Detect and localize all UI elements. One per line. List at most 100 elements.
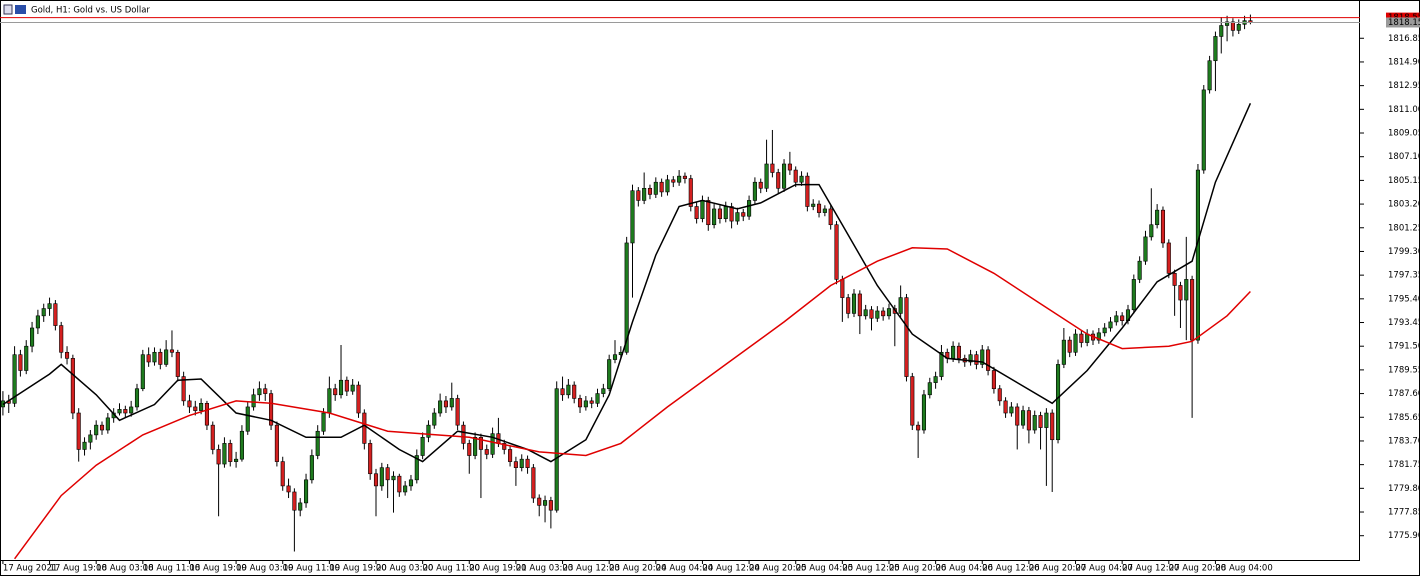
candle (216, 444, 221, 517)
candle-body (1026, 410, 1031, 431)
candle-body (717, 208, 722, 219)
candle (1032, 410, 1037, 434)
candle-body (1079, 333, 1084, 343)
candle-body (770, 163, 775, 173)
candle-body (1160, 209, 1166, 244)
candle (735, 207, 740, 225)
candle (508, 445, 513, 467)
candle-body (583, 400, 588, 408)
candle (164, 340, 169, 367)
candle-body (875, 310, 880, 319)
candle-body (1131, 279, 1136, 311)
candle-body (461, 424, 466, 444)
candle (782, 159, 787, 192)
candle (274, 421, 279, 467)
candle-body (432, 412, 437, 426)
candle-body (403, 485, 408, 493)
candle-body (910, 376, 915, 426)
candle-body (758, 181, 763, 189)
candle (875, 306, 880, 322)
y-tick-label: 1811.00 (1388, 105, 1420, 115)
candle-body (490, 433, 495, 455)
candle (997, 385, 1002, 406)
candle-body (1044, 412, 1049, 428)
candle-body (344, 379, 349, 392)
candle (24, 340, 29, 375)
candle-body (1190, 279, 1195, 341)
candle-body (210, 424, 215, 450)
candle (898, 285, 903, 318)
candle (816, 200, 822, 218)
candle (502, 439, 507, 455)
y-tick-label: 1812.95 (1388, 81, 1420, 91)
candle-body (1155, 209, 1160, 226)
x-tick-label: 19 Aug 19:00 (329, 564, 386, 574)
candle-body (502, 443, 507, 450)
candle (18, 349, 23, 377)
candle-body (181, 376, 186, 402)
candle (146, 347, 151, 367)
candle (787, 151, 792, 175)
candle (513, 456, 518, 486)
candle (764, 139, 769, 192)
candle (1015, 403, 1020, 450)
candle (257, 381, 262, 401)
candle (420, 432, 425, 460)
x-tick-label: 18 Aug 03:00 (96, 564, 153, 574)
candle (624, 236, 629, 355)
candle-body (467, 443, 472, 456)
y-tick-label: 1801.25 (1388, 223, 1420, 233)
candle-body (671, 179, 676, 183)
candle-body (793, 169, 798, 183)
y-tick-label: 1797.35 (1388, 271, 1420, 281)
candle-body (152, 351, 157, 363)
candle-body (1213, 36, 1218, 62)
candle-body (706, 200, 711, 226)
candle-body (677, 175, 682, 183)
x-tick-label: 28 Aug 04:00 (1215, 564, 1272, 574)
candle-body (1096, 332, 1101, 341)
candle (123, 405, 128, 418)
candle (210, 421, 215, 455)
candle (461, 421, 466, 450)
candle-body (700, 200, 705, 219)
bid-line-label: 1818.15 (1388, 18, 1420, 28)
candle-body (426, 424, 431, 438)
candle (939, 344, 944, 381)
candle (344, 376, 349, 397)
candle-body (572, 384, 577, 399)
candle-body (117, 409, 122, 414)
candle (968, 349, 973, 366)
candle-body (869, 309, 874, 319)
candle (338, 344, 344, 399)
candle-body (88, 434, 93, 443)
candle-body (222, 443, 227, 465)
candle-body (1038, 415, 1043, 428)
candle (82, 437, 87, 456)
x-tick-label: 17 Aug 19:00 (50, 564, 107, 574)
candle (175, 349, 180, 382)
candle (53, 300, 58, 331)
candle (1230, 18, 1235, 37)
candle-body (904, 297, 909, 377)
candle (712, 204, 717, 229)
candle-body (59, 325, 64, 353)
candle (793, 166, 798, 188)
candle-body (939, 351, 944, 377)
candle-body (251, 394, 256, 408)
candle-body (881, 310, 886, 317)
candle (1184, 236, 1189, 341)
candle (910, 372, 915, 431)
candle (1207, 55, 1212, 94)
candle-body (292, 491, 297, 511)
candle-body (245, 406, 250, 432)
candle-body (525, 458, 530, 468)
candle-body (822, 208, 827, 213)
candle-body (338, 379, 344, 396)
x-tick-label: 19 Aug 11:00 (283, 564, 340, 574)
candle-body (70, 358, 75, 414)
candle (1061, 327, 1066, 369)
candle (432, 408, 437, 429)
